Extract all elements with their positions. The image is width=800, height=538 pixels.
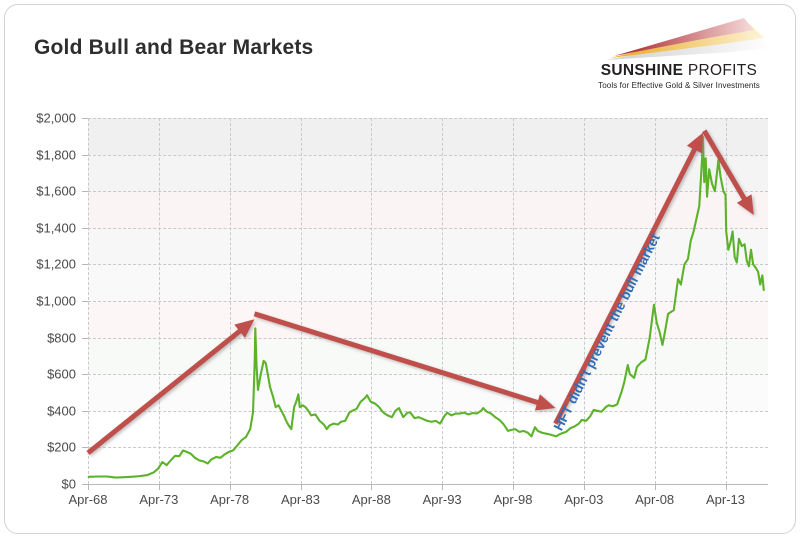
gridline-horizontal [88,374,768,376]
y-tick [82,484,88,485]
logo-name-bold: SUNSHINE [600,62,684,79]
arrow-shaft [553,144,699,425]
gridline-horizontal [88,301,768,302]
annotation-arrows [86,129,754,455]
x-axis-tick-label: Apr-13 [705,492,746,507]
gridline-vertical [158,118,160,484]
x-axis-tick-label: Apr-08 [635,492,675,507]
price-line [87,135,765,479]
x-tick [371,484,373,490]
x-tick [158,484,160,490]
arrow-head [686,132,704,154]
gridline-vertical [88,118,89,484]
gridline-vertical [725,118,727,484]
gridline-horizontal [88,264,768,266]
y-tick [82,118,88,119]
logo-tagline: Tools for Effective Gold & Silver Invest… [598,81,760,90]
plot-area: $0 $200 $400 $600 $800 $1,000 $1,200 $1,400 $1,6… [36,111,768,507]
gridline-horizontal [88,410,768,412]
gridline-vertical [371,118,373,484]
gridline-vertical [583,118,585,484]
gridline-horizontal [88,154,768,156]
gridline-horizontal [88,447,768,449]
x-tick [654,484,656,490]
y-axis-tick-label: $1,600 [36,183,76,199]
y-axis-tick-label: $200 [47,439,76,455]
gridline-vertical [513,118,514,484]
y-tick [82,301,88,302]
x-axis-tick-label: Apr-93 [422,492,462,507]
gridline-vertical [229,118,231,484]
arrow-shaft [86,326,245,455]
annotation-arrow [702,129,754,215]
x-axis-tick-label: Apr-83 [280,492,321,507]
logo-name-light: PROFITS [683,62,758,79]
arrow-head [534,394,556,411]
x-tick [583,484,585,490]
x-tick [229,484,231,490]
y-tick [82,374,88,376]
y-axis-tick-label: $600 [47,366,76,382]
arrow-head [736,194,754,215]
x-axis-tick-label: Apr-03 [564,492,604,507]
gold-price-series [87,135,765,479]
y-tick [82,447,88,449]
gridline-horizontal [88,337,768,339]
y-tick [82,264,88,266]
gridline-vertical [654,118,656,484]
x-axis-line [88,484,768,485]
x-tick [88,484,89,490]
gridline-vertical [300,118,302,484]
gridline-horizontal [88,118,768,119]
y-axis-tick-label: $1,400 [36,220,76,236]
y-axis-tick-label: $1,800 [36,147,76,163]
x-axis-tick-label: Apr-88 [351,492,391,507]
y-tick [82,154,88,156]
x-tick [442,484,444,490]
arrow-shaft [253,311,542,406]
x-axis-tick-label: Apr-78 [210,492,250,507]
y-tick [82,191,88,193]
arrow-shaft [702,129,749,204]
y-axis-tick-label: $1,000 [36,293,76,309]
arrow-head [234,319,255,338]
x-tick [513,484,514,490]
y-axis-tick-label: $2,000 [36,110,76,126]
brand-logo: SUNSHINE PROFITS Tools for Effective Gol… [586,18,772,98]
gridline-horizontal [88,227,768,229]
y-axis-tick-label: $0 [61,476,76,492]
y-tick [82,227,88,229]
x-axis-tick-label: Apr-73 [139,492,179,507]
annotation-arrow [86,319,255,455]
x-axis-tick-label: Apr-68 [68,492,108,507]
gridline-horizontal [88,191,768,193]
y-tick [82,337,88,339]
page-title: Gold Bull and Bear Markets [34,36,314,59]
y-axis-tick-label: $400 [47,403,76,419]
y-tick [82,410,88,412]
logo-wordmark: SUNSHINE PROFITS [586,62,772,80]
x-tick [725,484,727,490]
x-axis-tick-label: Apr-98 [493,492,533,507]
y-axis-tick-label: $1,200 [36,256,76,272]
x-tick [300,484,302,490]
annotation-arrow [553,132,704,425]
y-axis-tick-label: $800 [47,330,76,346]
gridline-vertical [442,118,444,484]
sunshine-rays-icon [606,18,772,60]
annotation-arrow [253,311,556,411]
